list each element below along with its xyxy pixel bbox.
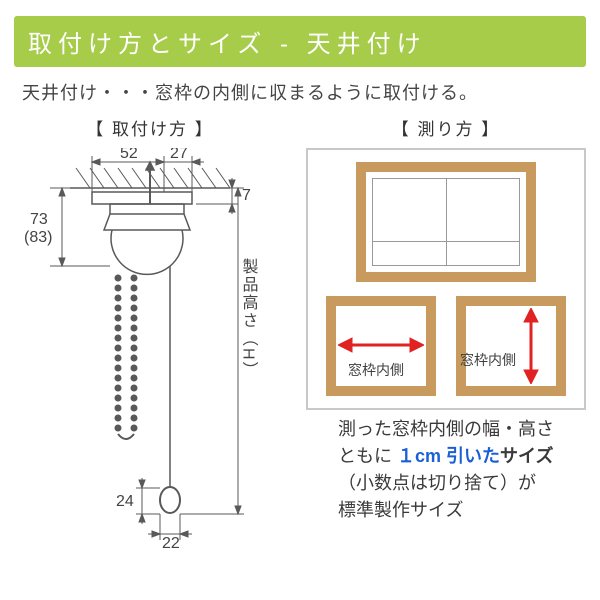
subtitle-text: 天井付け・・・窓枠の内側に収まるように取付ける。 bbox=[22, 79, 586, 105]
content-columns: 【 取付け方 】 bbox=[14, 115, 586, 555]
install-label: 【 取付け方 】 bbox=[86, 115, 213, 140]
install-diagram-column: 【 取付け方 】 bbox=[14, 115, 286, 555]
vertical-arrow-icon bbox=[522, 308, 540, 384]
caption-line3: （小数点は切り捨て）が bbox=[338, 473, 536, 493]
dim-24: 24 bbox=[116, 493, 134, 510]
window-frame-width: 窓枠内側 bbox=[326, 296, 436, 396]
caption-p2a: ともに bbox=[338, 446, 397, 466]
caption-p2c: サイズ bbox=[500, 446, 553, 466]
frame-label-width: 窓枠内側 bbox=[348, 360, 404, 380]
small-frames-row: 窓枠内側 窓枠内側 bbox=[326, 296, 566, 396]
dim-52: 52 bbox=[120, 148, 138, 162]
install-technical-diagram: 52 27 7 73 (83) 24 22 製品高さ（H） bbox=[20, 148, 280, 548]
window-sketch-icon bbox=[372, 178, 520, 266]
horizontal-arrow-icon bbox=[338, 336, 424, 354]
title-bar: 取付け方とサイズ - 天井付け bbox=[14, 16, 586, 67]
window-frame-large bbox=[356, 162, 536, 282]
dim-83: (83) bbox=[24, 229, 52, 246]
measure-box: 窓枠内側 窓枠内側 bbox=[306, 148, 586, 410]
caption-line1: 測った窓枠内側の幅・高さ bbox=[338, 419, 554, 439]
measure-column: 【 測り方 】 窓枠内側 窓枠内側 bbox=[306, 115, 586, 555]
frame-label-height: 窓枠内側 bbox=[460, 350, 516, 370]
caption-p2b: １cm 引いた bbox=[397, 446, 500, 466]
measure-caption: 測った窓枠内側の幅・高さ ともに １cm 引いたサイズ （小数点は切り捨て）が … bbox=[334, 416, 558, 524]
measure-label: 【 測り方 】 bbox=[392, 115, 500, 140]
dim-product-h: 製品高さ（H） bbox=[240, 258, 259, 380]
dim-27: 27 bbox=[170, 148, 188, 162]
dim-73: 73 bbox=[30, 211, 48, 228]
dim-7: 7 bbox=[242, 187, 251, 204]
window-frame-height: 窓枠内側 bbox=[456, 296, 566, 396]
dim-22: 22 bbox=[162, 535, 180, 548]
caption-line4: 標準製作サイズ bbox=[338, 500, 463, 520]
